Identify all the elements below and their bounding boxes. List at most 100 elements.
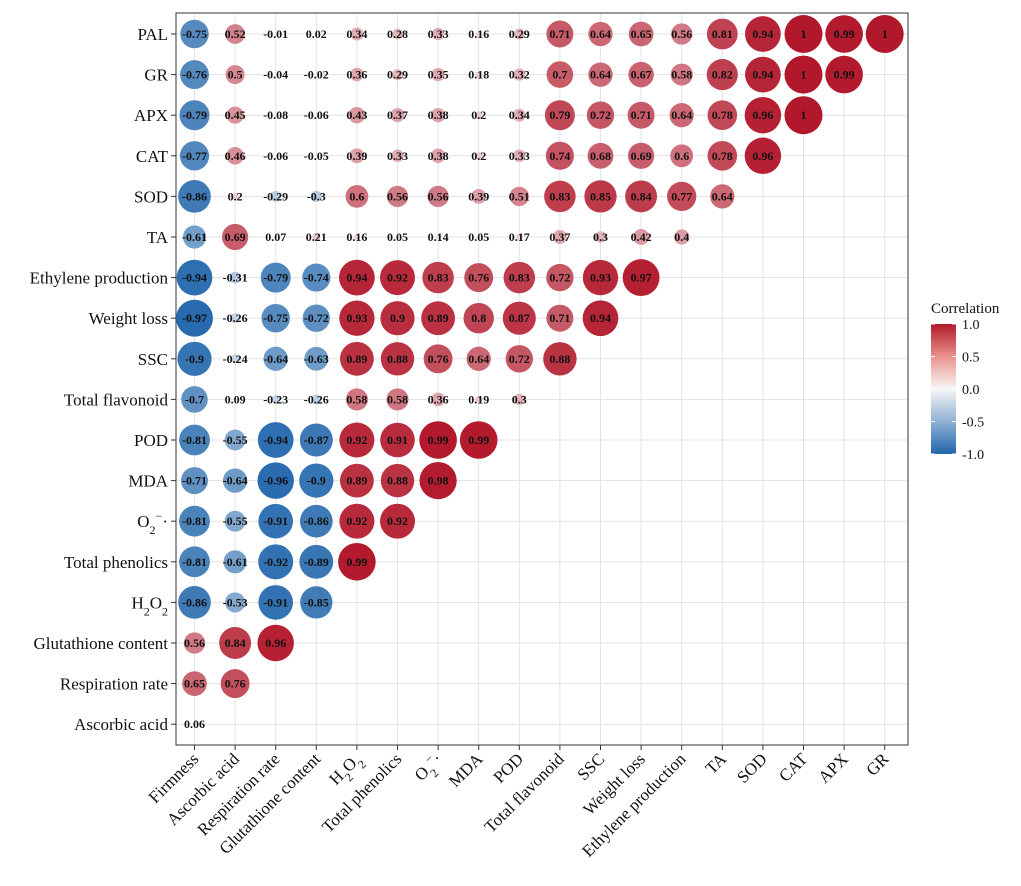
- correlation-circle: [263, 346, 288, 371]
- correlation-cell: 0.33: [387, 149, 408, 163]
- correlation-cell: -0.72: [302, 304, 330, 332]
- correlation-value-label: 0.58: [671, 68, 692, 82]
- correlation-circle: [176, 259, 213, 296]
- correlation-circle: [299, 544, 334, 579]
- column-label: CAT: [775, 749, 812, 786]
- correlation-cell: -0.96: [257, 462, 294, 499]
- correlation-cell: 0.64: [588, 21, 613, 47]
- row-label: TA: [147, 228, 169, 247]
- correlation-value-label: -0.3: [307, 189, 326, 203]
- correlation-value-label: 0.2: [228, 189, 243, 203]
- correlation-cell: 0.67: [628, 61, 654, 88]
- legend-ticks: 1.0 0.5 0.0 -0.5 -1.0: [931, 318, 984, 463]
- correlation-cell: 0.51: [509, 186, 530, 207]
- correlation-cell: -0.64: [263, 346, 288, 371]
- correlation-circle: [546, 304, 574, 332]
- correlation-circle: [474, 152, 483, 160]
- correlation-value-label: 0.45: [225, 108, 246, 122]
- correlation-circle: [584, 180, 617, 213]
- row-label: O2−·: [137, 509, 168, 537]
- correlation-value-label: 0.89: [346, 474, 367, 488]
- correlation-cell: 0.34: [509, 108, 530, 122]
- correlation-circle: [459, 421, 498, 459]
- correlation-cell: 0.56: [386, 185, 409, 208]
- correlation-cell: 0.76: [464, 263, 494, 293]
- correlation-cell: 0.52: [225, 24, 246, 44]
- correlation-circle: [421, 301, 456, 336]
- correlation-circle: [304, 346, 329, 371]
- correlation-value-label: 0.93: [590, 271, 611, 285]
- correlation-circle: [302, 263, 331, 292]
- correlation-cell: 0.64: [588, 62, 613, 87]
- correlation-cell: -0.9: [299, 463, 334, 498]
- correlation-value-label: 0.34: [509, 108, 530, 122]
- correlation-circle: [257, 462, 294, 499]
- correlation-circle: [544, 100, 575, 131]
- correlation-value-label: -0.08: [263, 108, 288, 122]
- correlation-value-label: 0.02: [306, 27, 327, 41]
- correlation-cell: 0.72: [505, 345, 533, 373]
- correlation-value-label: 0.38: [428, 108, 449, 122]
- correlation-circle: [744, 96, 782, 134]
- correlation-circle: [435, 234, 441, 240]
- correlation-circle: [386, 185, 409, 208]
- correlation-value-label: -0.77: [182, 149, 207, 163]
- correlation-cell: -0.53: [223, 592, 248, 613]
- correlation-cell: 0.74: [545, 141, 574, 170]
- row-label: Ascorbic acid: [74, 715, 168, 734]
- correlation-value-label: -0.55: [223, 433, 248, 447]
- correlation-value-label: 0.42: [631, 230, 652, 244]
- correlation-value-label: 0.46: [225, 149, 246, 163]
- correlation-circle: [182, 225, 207, 249]
- correlation-circle: [339, 503, 375, 539]
- correlation-value-label: -0.86: [304, 514, 329, 528]
- correlation-circle: [179, 546, 210, 578]
- correlation-value-label: 0.05: [468, 230, 489, 244]
- correlation-value-label: 0.78: [712, 149, 733, 163]
- correlation-cell: -0.77: [179, 141, 210, 171]
- correlation-value-label: 0.37: [387, 108, 408, 122]
- correlation-value-label: 0.94: [752, 27, 773, 41]
- correlation-circle: [181, 386, 208, 413]
- correlation-value-label: 0.2: [471, 108, 486, 122]
- correlation-circle: [380, 422, 415, 458]
- correlation-circle: [270, 190, 282, 202]
- correlation-circle: [261, 303, 290, 333]
- correlation-cell: -0.9: [177, 341, 212, 376]
- correlation-cell: 0.71: [546, 304, 574, 332]
- correlation-circle: [431, 27, 445, 41]
- correlation-value-label: 0.99: [346, 555, 367, 569]
- correlation-value-label: 0.99: [428, 433, 449, 447]
- correlation-value-label: 0.35: [428, 68, 449, 82]
- correlation-circle: [625, 180, 658, 213]
- correlation-circle: [312, 233, 321, 241]
- correlation-value-label: 0.84: [631, 189, 652, 203]
- correlation-value-label: 0.64: [590, 27, 611, 41]
- correlation-value-label: -0.05: [304, 149, 329, 163]
- correlation-cell: 0.83: [422, 261, 454, 294]
- correlation-circle: [622, 259, 660, 297]
- correlation-circle: [386, 388, 409, 411]
- correlation-circle: [422, 261, 454, 294]
- correlation-circle: [181, 467, 208, 495]
- correlation-circle: [225, 24, 245, 44]
- correlation-cell: 0.16: [346, 230, 367, 244]
- row-label: Respiration rate: [60, 675, 168, 694]
- correlation-circle: [744, 137, 782, 175]
- correlation-value-label: 0.3: [512, 392, 527, 406]
- correlation-value-label: 0.51: [509, 189, 530, 203]
- correlation-cell: 0.42: [631, 229, 652, 245]
- correlation-cell: 0.9: [380, 301, 415, 336]
- correlation-cell: 0.78: [707, 100, 738, 131]
- correlation-circle: [419, 421, 457, 459]
- correlation-value-label: 0.33: [428, 27, 449, 41]
- correlation-cell: 0.64: [669, 103, 694, 128]
- correlation-cell: 0.81: [706, 18, 738, 50]
- correlation-cell: 0.99: [825, 55, 863, 94]
- correlation-circle: [302, 304, 330, 332]
- correlation-value-label: 0.76: [428, 352, 449, 366]
- correlation-value-label: 0.58: [387, 392, 408, 406]
- correlation-value-label: 0.39: [468, 189, 489, 203]
- correlation-value-label: -0.79: [182, 108, 207, 122]
- correlation-value-label: 0.18: [468, 68, 489, 82]
